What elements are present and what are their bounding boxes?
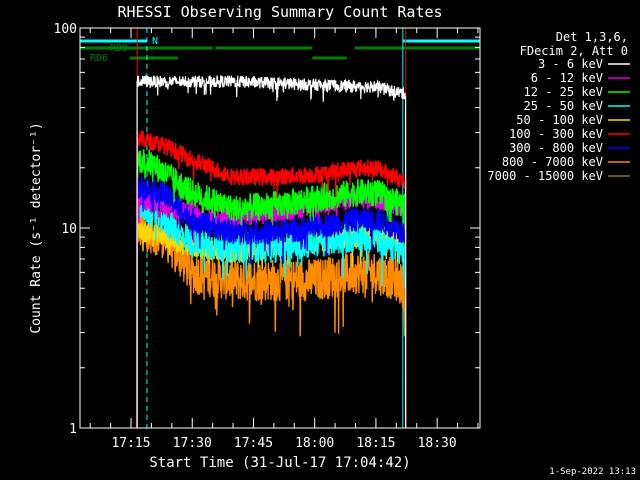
x-tick-label: 18:30 — [418, 436, 457, 451]
legend-label: 300 - 800 keV — [509, 141, 603, 155]
series-line-7 — [136, 208, 407, 429]
legend-label: 50 - 100 keV — [516, 113, 603, 127]
x-tick-label: 18:00 — [295, 436, 334, 451]
generation-timestamp: 1-Sep-2022 13:13 — [549, 467, 636, 477]
x-tick-label: 17:45 — [234, 436, 273, 451]
x-axis-label: Start Time (31-Jul-17 17:04:42) — [149, 455, 410, 471]
series-line-5 — [136, 130, 407, 429]
series-lines — [136, 74, 407, 429]
y-axis-label: Count Rate (s⁻¹ detector⁻¹) — [29, 122, 44, 333]
y-tick-label: 1 — [69, 422, 77, 437]
series-line-0 — [136, 74, 407, 429]
chart-title: RHESSI Observing Summary Count Rates — [117, 3, 442, 21]
x-tick-label: 18:15 — [356, 436, 395, 451]
legend-label: 12 - 25 keV — [524, 85, 603, 99]
legend-header-detectors: Det 1,3,6, — [556, 30, 628, 44]
axes: 1 10 100 17:15 17:30 17:45 18:00 18:15 18:30 — [54, 22, 480, 451]
legend-label: 100 - 300 keV — [509, 127, 603, 141]
legend-label: 3 - 6 keV — [538, 57, 603, 71]
legend-header-settings: FDecim 2, Att 0 — [520, 44, 628, 58]
series-line-3 — [136, 190, 407, 429]
y-tick-label: 100 — [54, 22, 77, 37]
x-tick-label: 17:30 — [173, 436, 212, 451]
series-line-6 — [136, 174, 407, 429]
y-tick-label: 10 — [61, 222, 77, 237]
legend-label: 800 - 7000 keV — [502, 155, 603, 169]
legend-label: 25 - 50 keV — [524, 99, 603, 113]
flag-label-n: N — [152, 36, 158, 47]
flag-label-rd6: RD6 — [90, 53, 108, 64]
legend-label: 7000 - 15000 keV — [487, 169, 603, 183]
x-tick-label: 17:15 — [111, 436, 150, 451]
legend-label: 6 - 12 keV — [531, 71, 603, 85]
flag-label-rd0: RD0 — [110, 43, 128, 54]
series-line-2 — [136, 149, 407, 429]
